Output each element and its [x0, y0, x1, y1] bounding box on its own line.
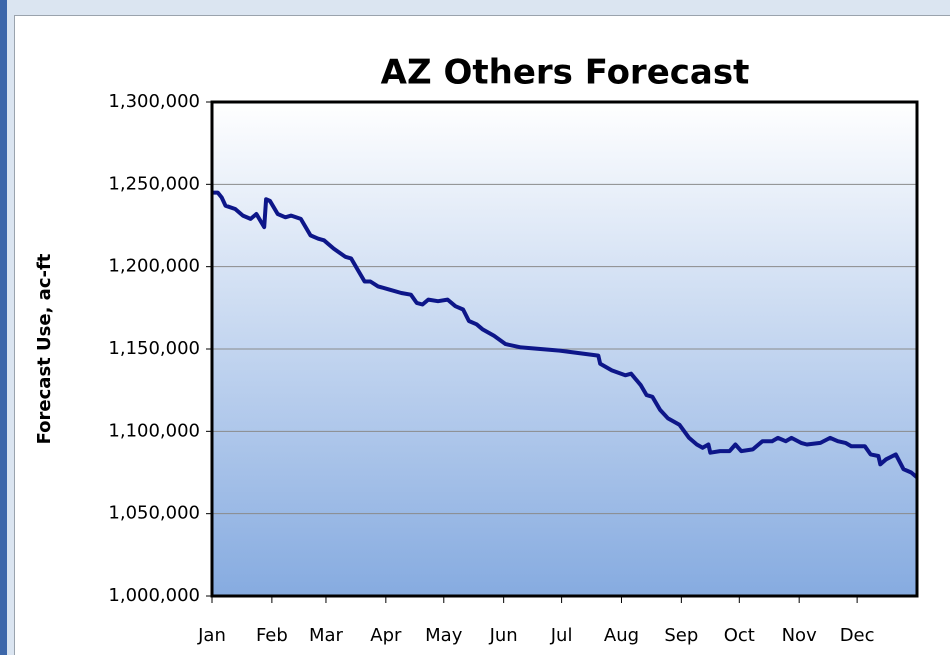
x-tick-label: Apr: [370, 625, 402, 646]
y-tick-label: 1,050,000: [108, 503, 200, 524]
x-tick-label: Dec: [840, 625, 875, 646]
x-tick-label: Oct: [724, 625, 755, 646]
x-tick-label: Jun: [489, 625, 518, 646]
y-tick-label: 1,200,000: [108, 256, 200, 277]
y-tick-label: 1,300,000: [108, 91, 200, 112]
x-tick-label: May: [425, 625, 463, 646]
chart-title: AZ Others Forecast: [381, 53, 750, 93]
x-tick-label: Jan: [197, 625, 226, 646]
y-tick-label: 1,100,000: [108, 420, 200, 441]
x-tick-label: Aug: [604, 625, 639, 646]
x-tick-label: Feb: [256, 625, 288, 646]
x-tick-label: Nov: [782, 625, 817, 646]
y-tick-label: 1,150,000: [108, 338, 200, 359]
x-tick-label: Mar: [309, 625, 344, 646]
frame-edge: [0, 0, 7, 655]
y-axis-label: Forecast Use, ac-ft: [34, 253, 55, 444]
y-tick-label: 1,000,000: [108, 585, 200, 606]
x-tick-label: Sep: [664, 625, 698, 646]
data-line: [212, 190, 919, 479]
x-tick-label: Jul: [550, 625, 573, 646]
y-tick-label: 1,250,000: [108, 173, 200, 194]
